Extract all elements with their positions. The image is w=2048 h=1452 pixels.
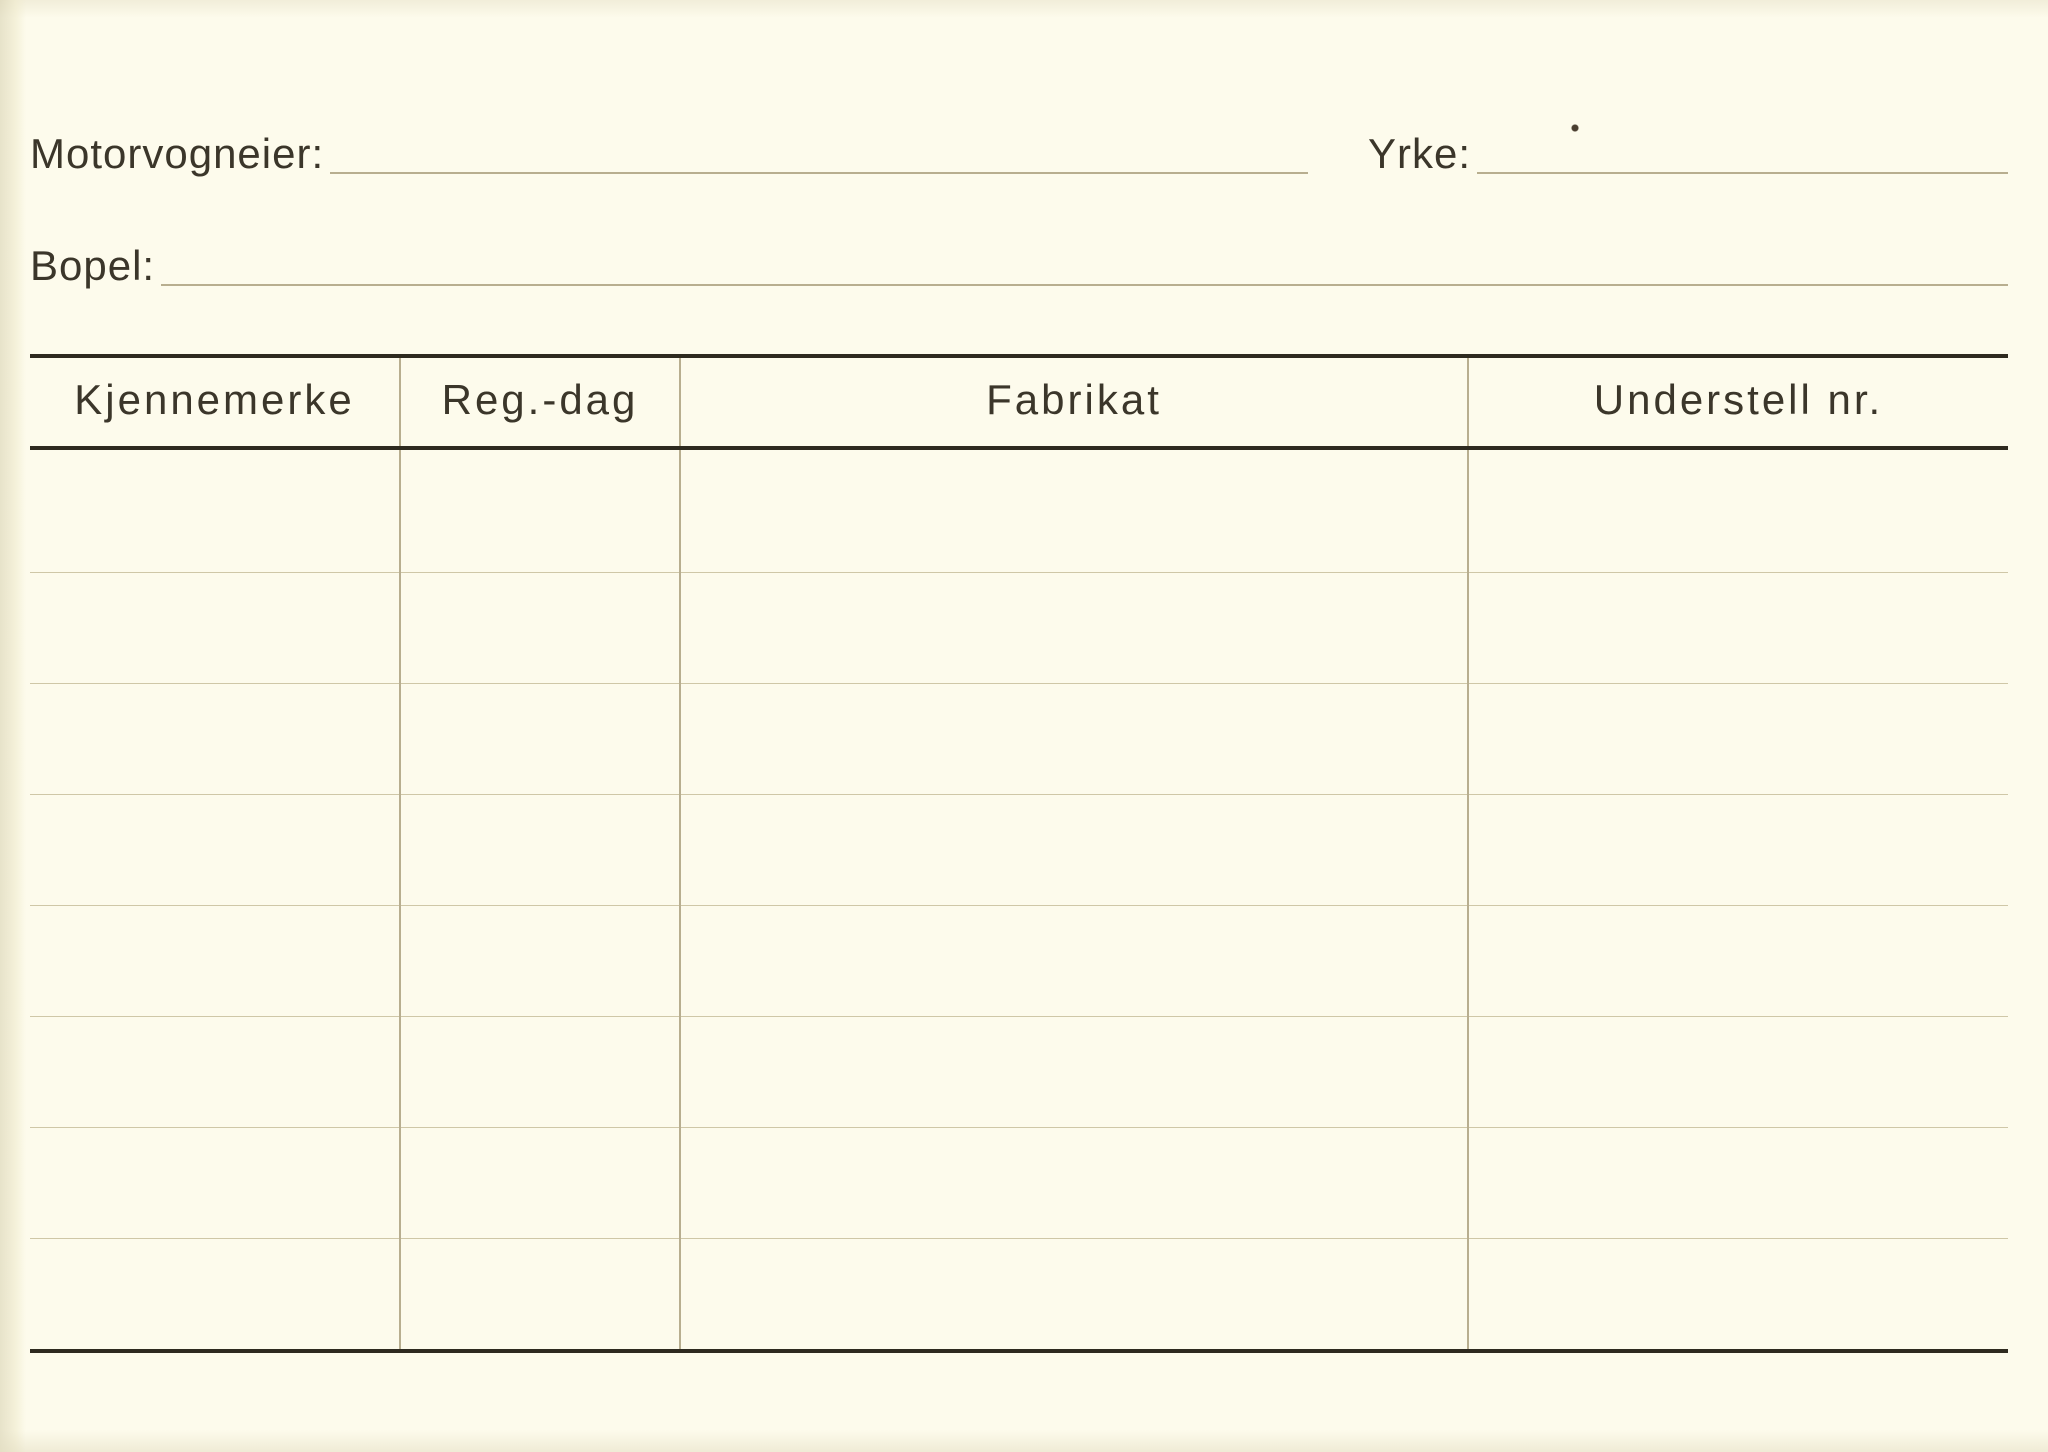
cell[interactable] [400,684,680,795]
cell[interactable] [400,1128,680,1239]
cell[interactable] [30,448,400,573]
cell[interactable] [680,1239,1468,1352]
cell[interactable] [1468,573,2008,684]
cell[interactable] [400,573,680,684]
cell[interactable] [680,795,1468,906]
cell[interactable] [1468,795,2008,906]
cell[interactable] [30,795,400,906]
cell[interactable] [680,448,1468,573]
input-residence[interactable] [161,242,2008,286]
cell[interactable] [30,906,400,1017]
cell[interactable] [680,1128,1468,1239]
table-header-row: Kjennemerke Reg.-dag Fabrikat Understell… [30,356,2008,448]
cell[interactable] [680,906,1468,1017]
table-row [30,1128,2008,1239]
cell[interactable] [400,906,680,1017]
cell[interactable] [1468,684,2008,795]
cell[interactable] [30,1017,400,1128]
cell[interactable] [400,448,680,573]
table-row [30,573,2008,684]
input-owner[interactable] [330,130,1308,174]
table-row [30,906,2008,1017]
cell[interactable] [400,795,680,906]
label-residence: Bopel: [30,242,161,290]
col-fabrikat: Fabrikat [680,356,1468,448]
scan-edge-top [0,0,2048,18]
cell[interactable] [680,1017,1468,1128]
input-occupation[interactable] [1477,130,2008,174]
cell[interactable] [30,1128,400,1239]
cell[interactable] [680,573,1468,684]
vehicle-table: Kjennemerke Reg.-dag Fabrikat Understell… [30,354,2008,1353]
cell[interactable] [1468,1128,2008,1239]
label-owner: Motorvogneier: [30,130,330,178]
field-occupation: Yrke: [1368,130,2008,178]
cell[interactable] [30,684,400,795]
cell[interactable] [400,1017,680,1128]
cell[interactable] [1468,1239,2008,1352]
col-understell-nr: Understell nr. [1468,356,2008,448]
cell[interactable] [680,684,1468,795]
registration-card: Motorvogneier: Yrke: Bopel: Kjennemerke [0,0,2048,1452]
vehicle-table-wrap: Kjennemerke Reg.-dag Fabrikat Understell… [30,354,2008,1353]
table-row [30,1239,2008,1352]
cell[interactable] [400,1239,680,1352]
field-owner: Motorvogneier: [30,130,1308,178]
table-row [30,1017,2008,1128]
col-kjennemerke: Kjennemerke [30,356,400,448]
cell[interactable] [1468,906,2008,1017]
form-header: Motorvogneier: Yrke: Bopel: [30,130,2008,290]
field-residence: Bopel: [30,242,2008,290]
table-row [30,684,2008,795]
label-occupation: Yrke: [1368,130,1477,178]
col-reg-dag: Reg.-dag [400,356,680,448]
row-owner-occupation: Motorvogneier: Yrke: [30,130,2008,178]
cell[interactable] [1468,1017,2008,1128]
row-residence: Bopel: [30,242,2008,290]
scan-spine-shadow [0,0,26,1452]
cell[interactable] [30,573,400,684]
table-row [30,795,2008,906]
scan-edge-bottom [0,1430,2048,1452]
cell[interactable] [1468,448,2008,573]
cell[interactable] [30,1239,400,1352]
table-row [30,448,2008,573]
